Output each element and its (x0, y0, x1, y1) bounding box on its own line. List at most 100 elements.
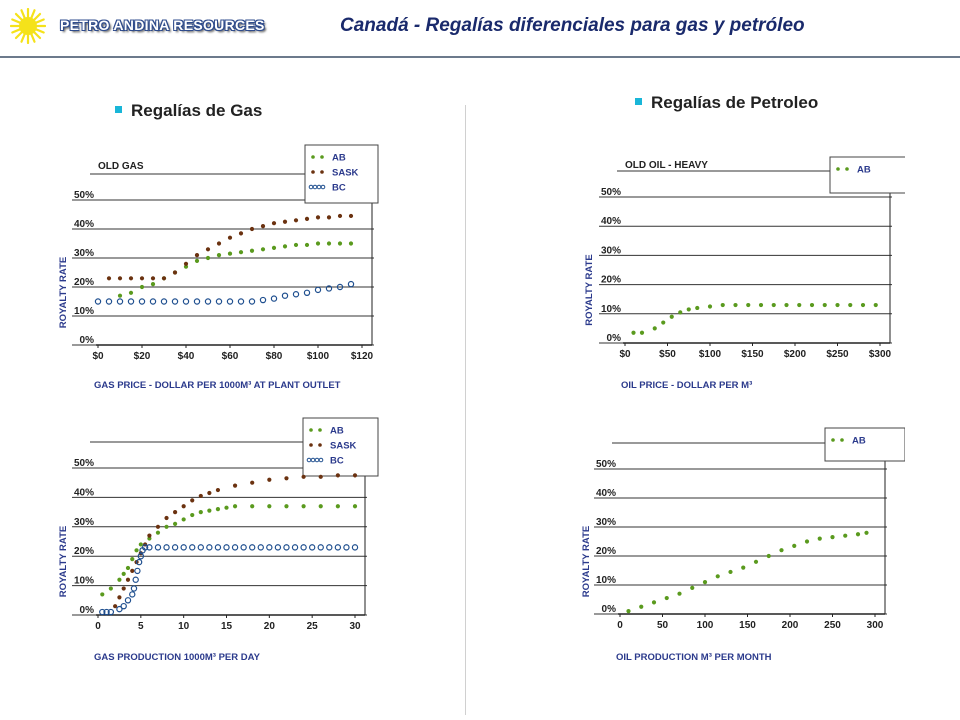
data-point-ab (215, 507, 221, 512)
data-point-ab (855, 532, 861, 537)
data-point-ab (293, 242, 299, 248)
data-point-ab (678, 310, 683, 315)
data-point-bc (182, 298, 190, 305)
x-axis-label: OIL PRICE - DOLLAR PER M³ (621, 380, 752, 391)
page-title: Canadá - Regalías diferenciales para gas… (340, 15, 805, 36)
legend-marker-ab (845, 167, 849, 171)
data-point-bc (189, 544, 196, 551)
data-point-sask (326, 215, 332, 220)
data-point-ab (830, 535, 835, 540)
data-point-ab (173, 521, 178, 526)
legend-marker-ab (840, 438, 844, 442)
y-tick-label: 20% (601, 275, 621, 286)
chart-title: OLD GAS (98, 161, 144, 172)
square-bullet-icon (115, 106, 122, 114)
data-point-sask (267, 477, 272, 482)
data-point-ab (797, 302, 802, 308)
data-point-bc (134, 567, 141, 575)
x-tick-label: 15 (221, 621, 233, 632)
chart-oil-price: 0% 10% 20% 30% 40% 50% $0 $50 $100 $150 $200 $250 $3… (584, 156, 905, 391)
data-point-bc (334, 544, 342, 551)
data-point-ab (128, 290, 134, 295)
data-point-bc (281, 292, 289, 299)
data-point-ab (677, 591, 682, 596)
data-point-bc (223, 544, 230, 551)
y-tick-label: 10% (74, 306, 94, 317)
legend-box (302, 417, 379, 477)
data-point-ab (664, 595, 669, 601)
data-point-sask (113, 604, 118, 609)
data-point-sask (161, 276, 167, 281)
x-tick-label: $0 (92, 351, 104, 362)
x-tick-label: $200 (784, 349, 807, 360)
data-point-sask (337, 213, 343, 219)
data-point-bc (336, 283, 344, 291)
data-point-ab (639, 604, 644, 609)
data-point-ab (147, 536, 152, 541)
legend-marker-ab (309, 428, 313, 432)
data-point-sask (139, 276, 145, 281)
data-point-sask (348, 213, 354, 219)
y-tick-label: 50% (74, 190, 94, 201)
data-point-ab (150, 282, 156, 287)
data-point-ab (238, 250, 244, 255)
y-tick-label: 10% (74, 576, 94, 587)
data-point-ab (100, 592, 105, 597)
data-point-ab (715, 574, 720, 579)
data-point-bc (291, 544, 299, 551)
y-tick-label: 30% (596, 517, 616, 528)
data-point-sask (232, 483, 238, 488)
data-point-bc (103, 608, 110, 616)
data-point-bc (135, 558, 143, 566)
data-point-ab (315, 241, 321, 246)
data-point-sask (250, 480, 255, 485)
data-point-ab (232, 504, 238, 509)
data-point-sask (249, 226, 255, 232)
data-point-bc (141, 544, 149, 551)
y-tick-label: 0% (602, 604, 617, 615)
data-point-sask (181, 504, 186, 509)
y-axis-label: ROYALTY RATE (58, 526, 69, 597)
y-tick-label: 40% (74, 487, 94, 498)
data-point-bc (193, 298, 201, 305)
data-point-ab (190, 512, 195, 518)
data-point-bc (347, 280, 355, 288)
legend-marker-sask (320, 170, 324, 174)
data-point-bc (283, 544, 290, 551)
data-point-ab (669, 314, 674, 319)
data-point-bc (215, 298, 223, 305)
y-tick-label: 10% (596, 575, 616, 586)
data-point-ab (843, 533, 848, 538)
data-point-ab (224, 505, 229, 510)
data-point-ab (282, 244, 288, 249)
data-point-ab (631, 330, 636, 335)
page-divider (465, 105, 466, 715)
x-tick-label: $150 (741, 349, 764, 360)
data-point-sask (164, 515, 169, 521)
data-point-bc (94, 298, 102, 305)
data-point-bc (120, 602, 127, 610)
data-point-bc (237, 298, 245, 305)
data-point-sask (238, 231, 244, 236)
data-point-ab (155, 530, 161, 535)
data-point-ab (848, 302, 853, 308)
data-point-bc (292, 291, 300, 298)
data-point-sask (205, 247, 211, 252)
x-tick-label: $60 (222, 351, 239, 362)
data-point-ab (686, 307, 691, 312)
data-point-ab (651, 600, 657, 605)
data-point-ab (337, 241, 343, 246)
data-point-sask (128, 276, 134, 281)
data-point-ab (766, 553, 771, 559)
x-tick-label: 5 (138, 621, 144, 632)
x-tick-label: 30 (349, 621, 361, 632)
x-tick-label: $40 (178, 351, 195, 362)
data-point-bc (259, 296, 267, 304)
data-point-ab (835, 302, 840, 308)
x-tick-label: 300 (867, 620, 884, 631)
data-point-bc (197, 544, 204, 551)
data-point-bc (206, 544, 213, 551)
data-point-ab (720, 302, 725, 308)
data-point-ab (304, 242, 310, 248)
data-point-bc (124, 597, 132, 604)
